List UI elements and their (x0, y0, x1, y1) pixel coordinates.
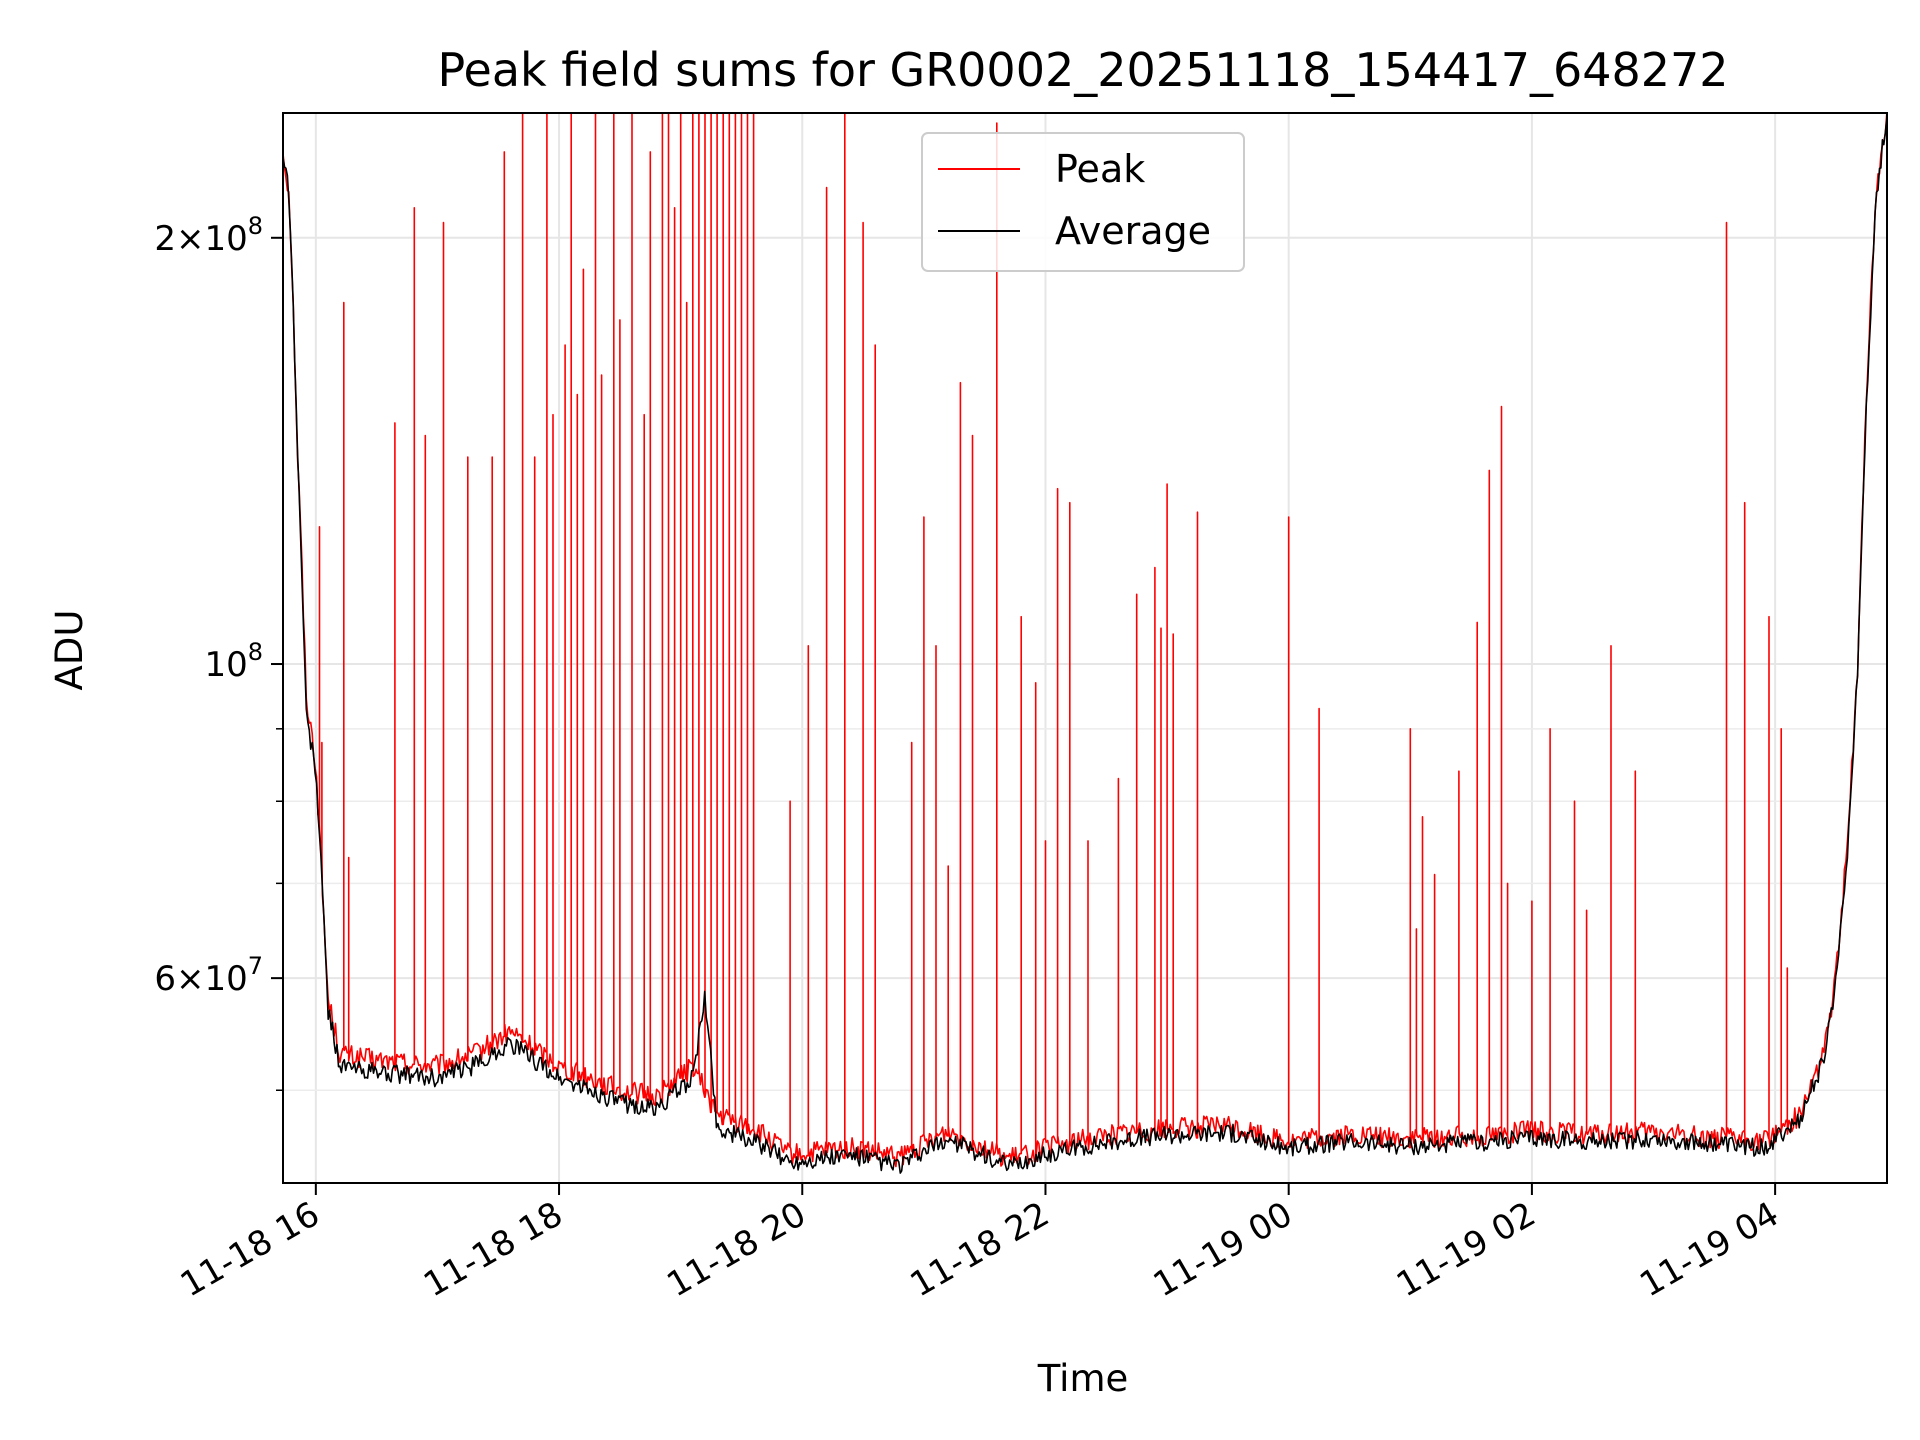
legend-label-peak: Peak (1055, 147, 1145, 191)
legend-label-average: Average (1055, 209, 1211, 253)
legend-box (921, 132, 1245, 272)
y-axis-ticks: 6×107 108 2×108 (154, 212, 283, 1092)
series-average-line (283, 118, 1887, 1174)
series-peak-line (283, 113, 1887, 1168)
plot-area-frame (282, 112, 1888, 1184)
y-tick-label: 6×107 (154, 952, 263, 999)
chart-title: Peak field sums for GR0002_20251118_1544… (437, 43, 1728, 97)
y-tick-label: 2×108 (154, 212, 263, 259)
plot-series (283, 113, 1887, 1174)
x-axis-label: Time (1037, 1357, 1129, 1400)
y-tick-label: 108 (204, 638, 263, 685)
legend: Peak Average (921, 132, 1245, 272)
y-axis-label: ADU (48, 610, 91, 691)
